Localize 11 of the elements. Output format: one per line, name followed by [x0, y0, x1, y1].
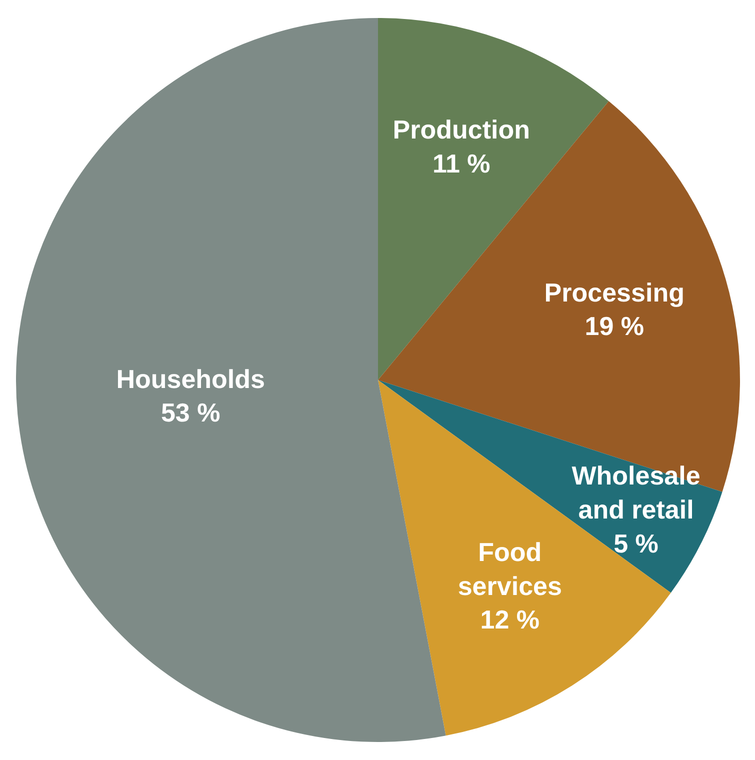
slice-label: Households: [116, 364, 265, 394]
pie-slice: [378, 101, 740, 492]
data-label: 12 %: [480, 604, 540, 635]
data-label: 19 %: [584, 311, 644, 342]
slice-label: Processing: [544, 277, 684, 308]
data-label: 53 %: [160, 397, 220, 428]
data-label: 5 %: [614, 528, 658, 558]
slice-label: Wholesale and retail: [572, 460, 700, 524]
data-label: 11 %: [432, 148, 490, 178]
slice-label: Production: [392, 114, 530, 144]
slice-label: Food services: [458, 536, 562, 601]
